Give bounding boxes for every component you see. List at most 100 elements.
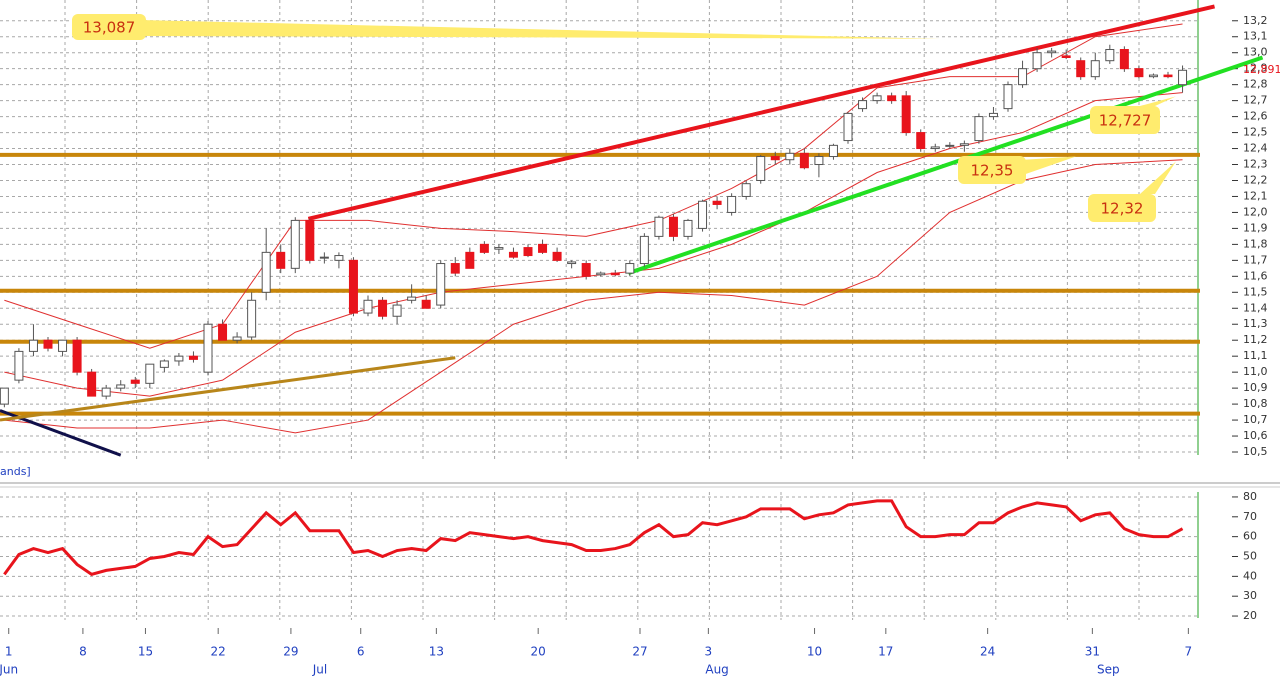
x-tick-label: 13 [429, 645, 444, 659]
rsi-tick-label: 70 [1243, 510, 1257, 523]
candle-body [87, 371, 97, 397]
candle-body [799, 152, 809, 169]
candle-body [305, 219, 315, 261]
rsi-tick-label: 30 [1243, 589, 1257, 602]
candle-body [858, 100, 868, 110]
y-tick-label: 12,4 [1243, 142, 1268, 155]
legend-fragment: ands] [0, 465, 31, 478]
candle-body [1090, 60, 1100, 78]
y-tick-label: 12,9 [1243, 62, 1268, 75]
candle-body [1134, 68, 1144, 78]
candle-body [130, 379, 140, 384]
candle-body [1032, 52, 1042, 70]
candle-body [1163, 74, 1173, 78]
candle-body [1105, 49, 1115, 62]
candle-body [450, 263, 460, 274]
x-tick-label: 8 [79, 645, 87, 659]
annotation-pointer [1020, 156, 1076, 176]
candle-body [538, 243, 548, 253]
x-tick-label: 7 [1185, 645, 1193, 659]
candle-body [901, 95, 911, 134]
y-tick-label: 12,5 [1243, 126, 1268, 139]
x-tick-label: 6 [357, 645, 365, 659]
y-tick-label: 10,5 [1243, 445, 1268, 458]
y-tick-label: 11,0 [1243, 365, 1268, 378]
x-tick-label: 22 [211, 645, 226, 659]
annotation-box [72, 14, 146, 40]
trendline [627, 55, 1264, 276]
candle-body [247, 299, 257, 338]
trendline [0, 356, 456, 422]
rsi-line [3, 499, 1184, 576]
candle-body [43, 339, 53, 349]
candle-body [567, 261, 577, 265]
annotation-label: 12,35 [971, 162, 1014, 180]
candle-body [741, 183, 751, 197]
y-tick-label: 11,3 [1243, 317, 1268, 330]
rsi-tick-label: 40 [1243, 569, 1257, 582]
y-tick-label: 10,6 [1243, 429, 1268, 442]
candle-body [0, 387, 9, 405]
x-tick-label: 17 [878, 645, 893, 659]
candle-body [814, 156, 824, 166]
candle-body [1076, 60, 1086, 78]
candle-body [72, 339, 82, 373]
candle-body [334, 255, 344, 261]
candle-body [465, 251, 475, 269]
bollinger-upper [4, 23, 1183, 349]
candle-body [596, 272, 606, 276]
bollinger-lower [4, 159, 1183, 434]
x-tick-label: 29 [283, 645, 298, 659]
candle-body [974, 116, 984, 142]
y-tick-label: 11,2 [1243, 333, 1268, 346]
y-tick-label: 12,8 [1243, 78, 1268, 91]
y-tick-label: 10,8 [1243, 397, 1268, 410]
y-tick-label: 13,0 [1243, 46, 1268, 59]
candle-body [1148, 74, 1158, 78]
y-tick-label: 11,7 [1243, 253, 1268, 266]
candle-body [683, 219, 693, 237]
annotation-label: 13,087 [83, 19, 136, 37]
candle-body [654, 216, 664, 237]
x-tick-label: 20 [531, 645, 546, 659]
candle-body [872, 95, 882, 102]
annotation-box [1088, 194, 1156, 222]
candle-body [348, 259, 358, 314]
x-tick-label: 15 [138, 645, 153, 659]
y-tick-label: 12,2 [1243, 173, 1268, 186]
month-label: Aug [705, 663, 728, 677]
candle-body [101, 387, 111, 397]
candle-body [930, 146, 940, 150]
candle-body [436, 263, 446, 306]
candle-body [843, 112, 853, 142]
annotation-box [1090, 106, 1160, 134]
y-tick-label: 11,6 [1243, 269, 1268, 282]
y-tick-label: 13,1 [1243, 30, 1268, 43]
candle-body [581, 263, 591, 277]
annotation-label: 12,727 [1099, 112, 1152, 130]
candle-body [1061, 55, 1071, 59]
candle-body [159, 360, 169, 368]
candle-body [1003, 84, 1013, 110]
y-tick-label: 12,1 [1243, 189, 1268, 202]
candle-body [668, 216, 678, 237]
candle-body [712, 200, 722, 205]
month-label: Jul [312, 663, 327, 677]
y-tick-label: 11,4 [1243, 301, 1268, 314]
candle-body [319, 256, 329, 259]
candle-body [363, 299, 373, 314]
candle-body [916, 132, 926, 150]
candle-body [378, 299, 388, 317]
month-label: Jun [0, 663, 18, 677]
x-tick-label: 10 [807, 645, 822, 659]
candle-body [828, 144, 838, 158]
candle-body [887, 95, 897, 102]
annotation-box [958, 156, 1026, 184]
y-tick-label: 12,6 [1243, 110, 1268, 123]
candle-body [698, 200, 708, 229]
candle-body [276, 251, 286, 269]
candle-body [28, 339, 38, 352]
candle-body [959, 143, 969, 146]
annotation-pointer [140, 20, 940, 39]
